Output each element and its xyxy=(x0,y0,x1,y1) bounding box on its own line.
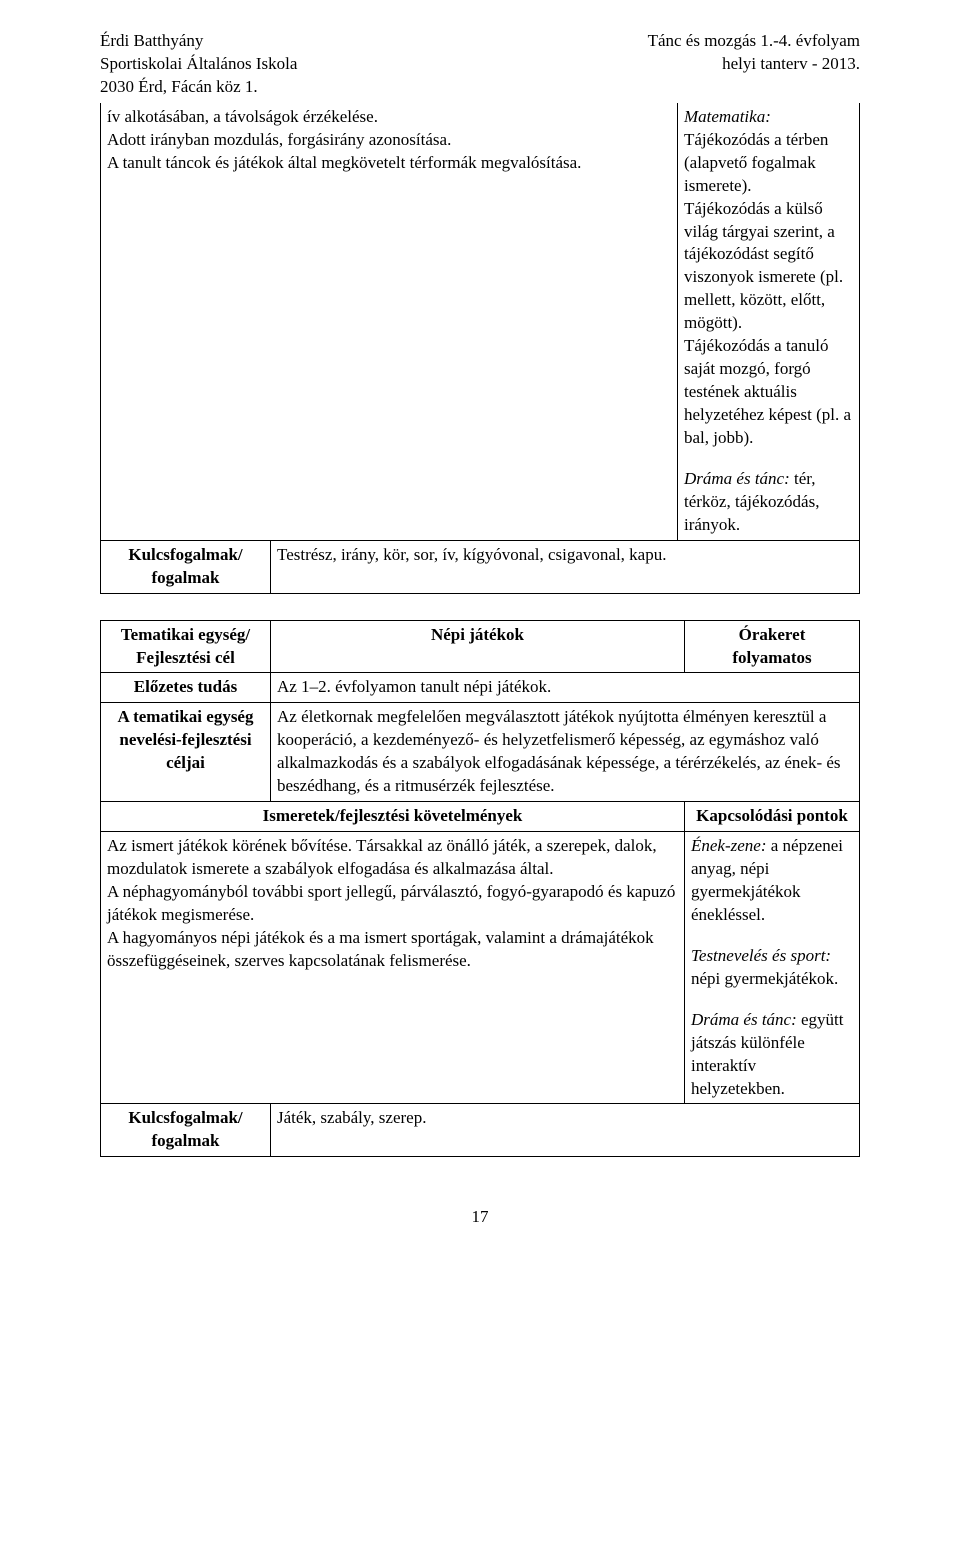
t1-left-p1: ív alkotásában, a távolságok érzékelése. xyxy=(107,106,671,129)
table-2: Tematikai egység/ Fejlesztési cél Népi j… xyxy=(100,620,860,1158)
header-right: Tánc és mozgás 1.-4. évfolyam helyi tant… xyxy=(648,30,860,99)
t2-r5c2-p2-label: Testnevelés és sport: xyxy=(691,946,831,965)
t1-right-p2: Tájékozódás a külső világ tárgyai szerin… xyxy=(684,198,853,336)
table-1: ív alkotásában, a távolságok érzékelése.… xyxy=(100,103,860,594)
t1-right-p4-label: Dráma és tánc: xyxy=(684,469,794,488)
table-row: A tematikai egység nevelési-fejlesztési … xyxy=(101,703,860,802)
t2-r5c2-p2: Testnevelés és sport: népi gyermekjátéko… xyxy=(691,945,853,991)
page-number: 17 xyxy=(100,1207,860,1227)
t2-r4c2: Kapcsolódási pontok xyxy=(685,802,860,832)
header-left: Érdi Batthyány Sportiskolai Általános Is… xyxy=(100,30,297,99)
table-row: Kulcsfogalmak/ fogalmak Játék, szabály, … xyxy=(101,1104,860,1157)
table-row: Ismeretek/fejlesztési követelmények Kapc… xyxy=(101,802,860,832)
t2-r5c2-p3-label: Dráma és tánc: xyxy=(691,1010,801,1029)
t1-right-p1: Matematika: Tájékozódás a térben (alapve… xyxy=(684,106,853,198)
page: Érdi Batthyány Sportiskolai Általános Is… xyxy=(0,0,960,1267)
t2-r1c2: Népi játékok xyxy=(271,620,685,673)
header-right-line1: Tánc és mozgás 1.-4. évfolyam xyxy=(648,30,860,53)
t2-r5c2-p2-text: népi gyermekjátékok. xyxy=(691,969,838,988)
t2-r3c2: Az életkornak megfelelően megválasztott … xyxy=(271,703,860,802)
t1-left-p3: A tanult táncok és játékok által megköve… xyxy=(107,152,671,175)
t1-right-p4: Dráma és tánc: tér, térköz, tájékozódás,… xyxy=(684,468,853,537)
t2-r6c2: Játék, szabály, szerep. xyxy=(271,1104,860,1157)
t2-r5c2-p1-label: Ének-zene: xyxy=(691,836,771,855)
t2-r1c3: Órakeret folyamatos xyxy=(685,620,860,673)
t2-r3c1: A tematikai egység nevelési-fejlesztési … xyxy=(101,703,271,802)
t2-r1c1-line1: Tematikai egység/ xyxy=(107,624,264,647)
t2-r5c2-p1: Ének-zene: a népzenei anyag, népi gyerme… xyxy=(691,835,853,927)
t1-left-cell: ív alkotásában, a távolságok érzékelése.… xyxy=(101,103,678,540)
t1-kf-value: Testrész, irány, kör, sor, ív, kígyóvona… xyxy=(271,540,860,593)
table-row: Előzetes tudás Az 1–2. évfolyamon tanult… xyxy=(101,673,860,703)
header-left-line1: Érdi Batthyány xyxy=(100,30,297,53)
t2-r4c1: Ismeretek/fejlesztési követelmények xyxy=(101,802,685,832)
t1-left-p2: Adott irányban mozdulás, forgásirány azo… xyxy=(107,129,671,152)
t2-r5c1-p1: Az ismert játékok körének bővítése. Társ… xyxy=(107,835,678,881)
table-row: ív alkotásában, a távolságok érzékelése.… xyxy=(101,103,860,540)
table-gap xyxy=(100,594,860,620)
table-row: Az ismert játékok körének bővítése. Társ… xyxy=(101,832,860,1104)
t2-r5c2-p3: Dráma és tánc: együtt játszás különféle … xyxy=(691,1009,853,1101)
t2-r1c3-line1: Órakeret xyxy=(691,624,853,647)
t2-r6c1: Kulcsfogalmak/ fogalmak xyxy=(101,1104,271,1157)
header-left-line3: 2030 Érd, Fácán köz 1. xyxy=(100,76,297,99)
spacer xyxy=(691,991,853,1009)
t1-kf-label: Kulcsfogalmak/ fogalmak xyxy=(101,540,271,593)
table-row: Tematikai egység/ Fejlesztési cél Népi j… xyxy=(101,620,860,673)
spacer xyxy=(691,927,853,945)
t1-right-p3: Tájékozódás a tanuló saját mozgó, forgó … xyxy=(684,335,853,450)
table-row: Kulcsfogalmak/ fogalmak Testrész, irány,… xyxy=(101,540,860,593)
t2-r1c3-line2: folyamatos xyxy=(691,647,853,670)
t2-r1c1-line2: Fejlesztési cél xyxy=(107,647,264,670)
spacer xyxy=(684,450,853,468)
header-left-line2: Sportiskolai Általános Iskola xyxy=(100,53,297,76)
t2-r5c1-p2: A néphagyományból további sport jellegű,… xyxy=(107,881,678,927)
header-right-line2: helyi tanterv - 2013. xyxy=(648,53,860,76)
page-header: Érdi Batthyány Sportiskolai Általános Is… xyxy=(100,30,860,99)
t2-r1c1: Tematikai egység/ Fejlesztési cél xyxy=(101,620,271,673)
t2-r5c2: Ének-zene: a népzenei anyag, népi gyerme… xyxy=(685,832,860,1104)
t1-right-cell: Matematika: Tájékozódás a térben (alapve… xyxy=(678,103,860,540)
t2-r2c1: Előzetes tudás xyxy=(101,673,271,703)
t2-r2c2: Az 1–2. évfolyamon tanult népi játékok. xyxy=(271,673,860,703)
t1-right-p1-label: Matematika: xyxy=(684,107,771,126)
t2-r5c1-p3: A hagyományos népi játékok és a ma ismer… xyxy=(107,927,678,973)
t1-right-p1-text: Tájékozódás a térben (alapvető fogalmak … xyxy=(684,130,828,195)
t2-r5c1: Az ismert játékok körének bővítése. Társ… xyxy=(101,832,685,1104)
